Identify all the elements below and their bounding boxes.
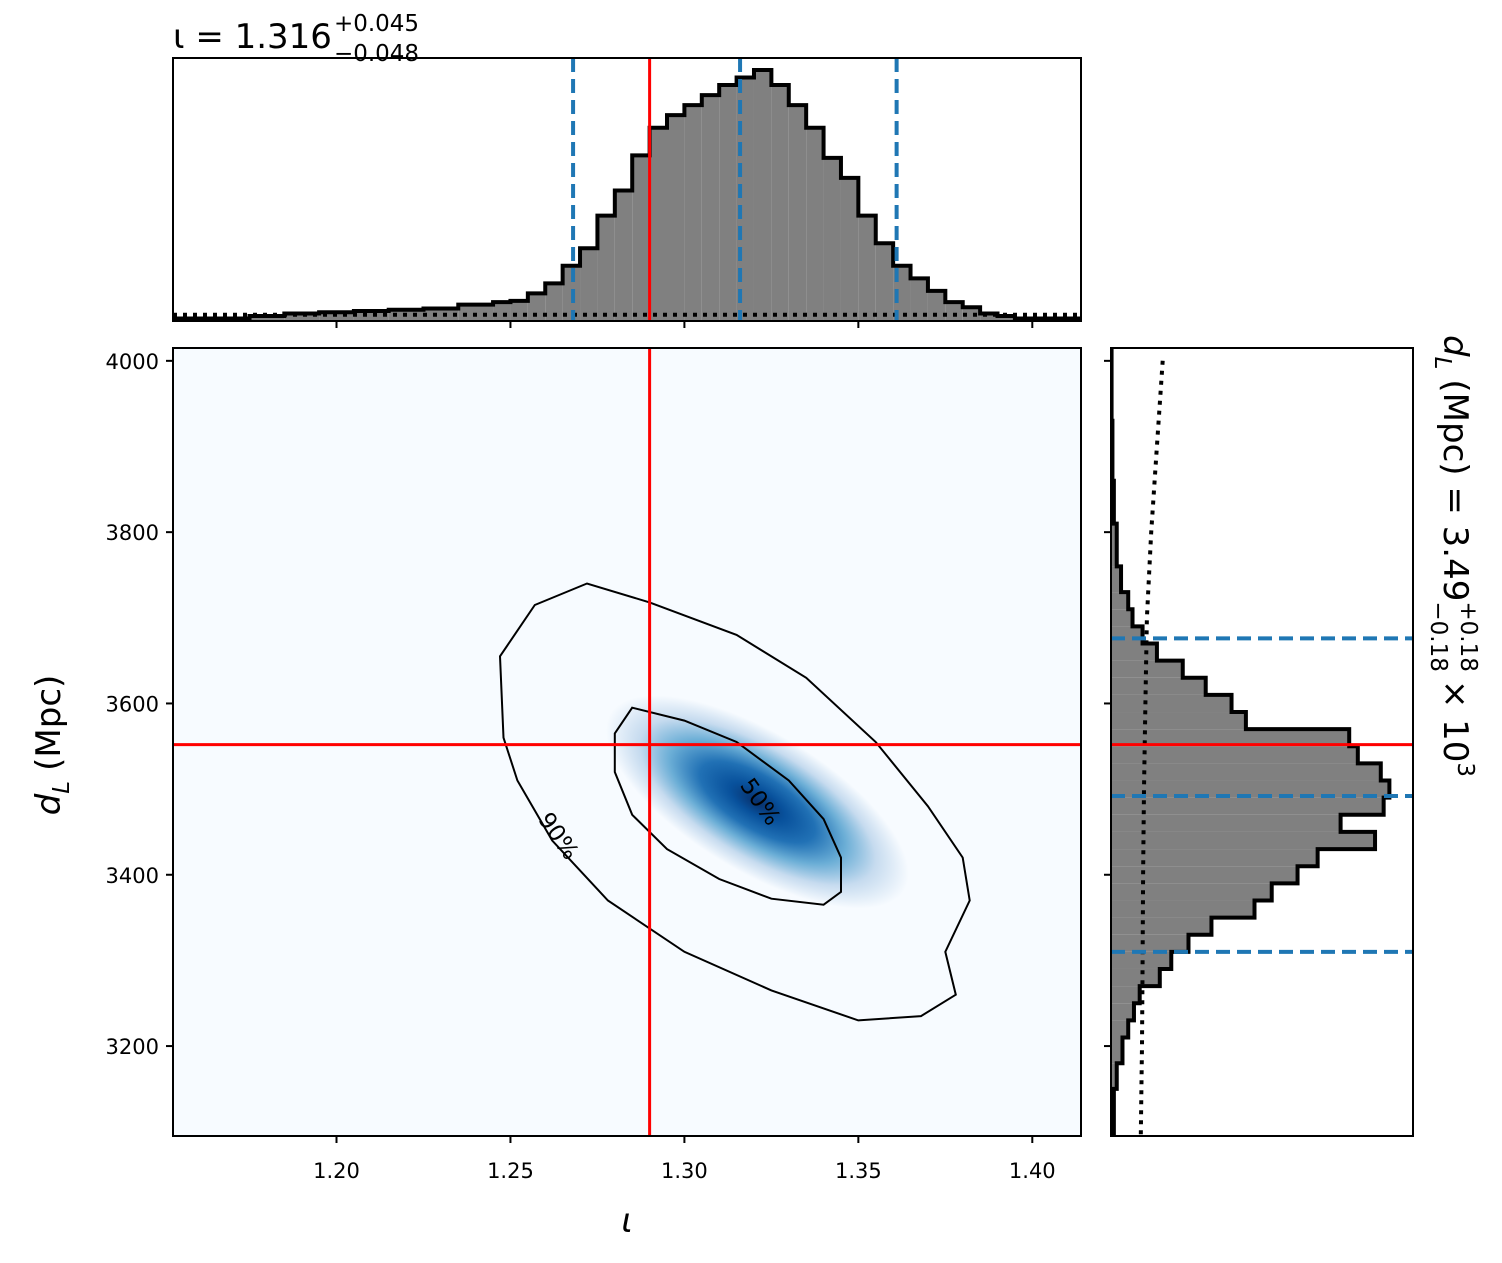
right-hist-bar: [1111, 866, 1298, 884]
top-hist-bar: [997, 315, 1015, 321]
top-hist-bar: [736, 77, 754, 321]
right-hist-bar: [1111, 900, 1255, 918]
top-hist-bar: [806, 127, 824, 321]
right-hist-bar: [1111, 917, 1212, 935]
top-hist-bar: [927, 290, 946, 321]
top-hist-bar: [249, 315, 285, 321]
top-hist-bar: [701, 95, 720, 321]
right-hist-bar: [1111, 1020, 1129, 1038]
top-hist-bar: [423, 308, 459, 321]
top-hist-bar: [840, 177, 859, 321]
joint-x-tick-label: 1.40: [1009, 1159, 1056, 1183]
top-hist-bar: [980, 313, 998, 321]
top-hist-bar: [527, 293, 546, 321]
top-hist-bar: [597, 215, 615, 321]
right-hist-bar: [1111, 660, 1183, 678]
joint-x-tick-label: 1.30: [661, 1159, 708, 1183]
top-hist-bar: [545, 283, 563, 321]
joint-y-tick-label: 3800: [106, 521, 159, 545]
top-panel-frame: [172, 57, 1082, 322]
top-hist-bar: [493, 302, 511, 321]
top-hist-outline: [173, 68, 1081, 321]
top-hist-bar: [510, 300, 528, 321]
contour-50pct: [613, 706, 842, 906]
top-hist-bar: [684, 105, 702, 321]
right-hist-bar: [1111, 883, 1272, 901]
right-panel-frame: [1110, 347, 1414, 1137]
right-title: dL(Mpc) = 3.49+0.18−0.18× 103: [1425, 335, 1481, 777]
right-hist-bar: [1111, 677, 1206, 695]
top-hist-bar: [875, 243, 894, 321]
top-hist-bar: [788, 105, 807, 321]
right-hist-bar: [1111, 934, 1189, 952]
top-hist-bar: [823, 157, 841, 321]
top-marginal-panel: ι = 1.316+0.045 −0.048: [172, 11, 1082, 328]
right-hist-bar: [1111, 566, 1122, 593]
x-axis-label: ι: [621, 1201, 633, 1241]
joint-x-tick-label: 1.25: [487, 1159, 534, 1183]
right-hist-bar: [1111, 986, 1140, 1004]
joint-y-tick-label: 3400: [106, 864, 159, 888]
joint-x-ticks: 1.20 1.25 1.30 1.35 1.40: [313, 1136, 1056, 1183]
joint-x-tick-label: 1.35: [835, 1159, 882, 1183]
right-marginal-panel: dL(Mpc) = 3.49+0.18−0.18× 103: [1104, 335, 1481, 1137]
top-hist-bar: [284, 313, 320, 321]
right-hist-bar: [1111, 643, 1157, 661]
top-x-ticks: [335, 321, 1034, 328]
right-hist-bar: [1111, 694, 1232, 713]
right-hist-bar: [1111, 1003, 1134, 1021]
joint-panel-frame: [172, 347, 1082, 1137]
right-hist-bar: [1111, 523, 1117, 567]
top-hist-bar: [753, 70, 772, 321]
right-prior-line: [1138, 360, 1165, 1136]
right-hist-bar: [1111, 626, 1143, 644]
right-hist-bar: [1111, 797, 1384, 815]
joint-y-tick-label: 4000: [106, 350, 159, 374]
top-title: ι = 1.316+0.045 −0.048: [173, 11, 419, 67]
right-hist-bar: [1111, 712, 1246, 730]
right-hist-bar: [1111, 849, 1318, 867]
top-hist-bar: [667, 115, 685, 321]
top-hist-bar: [719, 85, 737, 321]
top-hist-bar: [771, 85, 789, 321]
joint-x-tick-label: 1.20: [313, 1159, 360, 1183]
injection-crosshair: [173, 348, 1081, 1136]
top-hist-bar: [858, 215, 876, 321]
right-hist-bar: [1111, 592, 1129, 610]
joint-panel: 90%50% 1.20 1.25 1.30 1.35 1.40 320034003600…: [29, 347, 1082, 1241]
y-axis-label: dL(Mpc): [29, 675, 75, 816]
right-hist-bar: [1111, 1037, 1123, 1064]
right-hist-bar: [1111, 1063, 1117, 1089]
right-y-ticks: [1104, 359, 1111, 1048]
right-hist-bar: [1111, 831, 1376, 850]
top-hist-bar: [614, 190, 633, 321]
top-hist-bar: [580, 248, 598, 321]
right-hist-bar: [1111, 780, 1390, 798]
top-hist-bar: [945, 302, 963, 321]
top-hist-bar: [353, 310, 389, 321]
right-hist-bar: [1111, 968, 1160, 987]
right-hist-bar: [1111, 763, 1381, 781]
joint-y-ticks: 3200 3400 3600 3800 4000: [106, 350, 173, 1059]
right-histogram: [1111, 348, 1413, 1136]
top-histogram: [173, 58, 1081, 321]
top-hist-bar: [910, 278, 928, 321]
top-hist-bar: [962, 307, 981, 321]
top-hist-bar: [632, 155, 650, 321]
joint-y-tick-label: 3200: [106, 1035, 159, 1059]
density-heatmap: [606, 695, 909, 909]
right-hist-bar: [1111, 729, 1350, 747]
right-hist-bar: [1111, 746, 1358, 764]
right-hist-bar: [1111, 814, 1341, 832]
contour-90pct: [498, 582, 971, 1022]
joint-y-tick-label: 3600: [106, 692, 159, 716]
right-hist-bar: [1111, 609, 1133, 627]
top-hist-bar: [649, 127, 668, 321]
